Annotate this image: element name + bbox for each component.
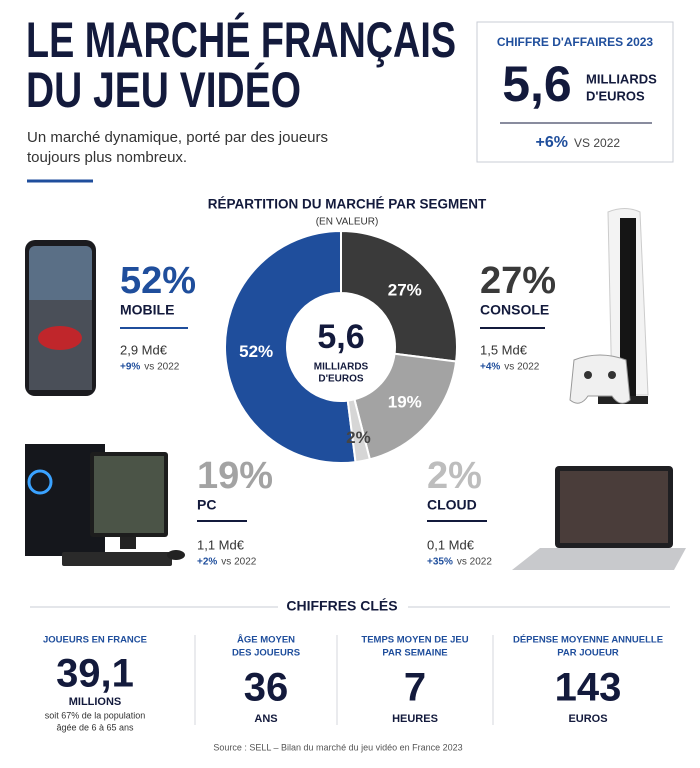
donut-slice: [346, 398, 372, 464]
kf-unit: EUROS: [568, 713, 607, 725]
chart-subtitle: (EN VALEUR): [316, 217, 379, 228]
kf-value: 143: [555, 666, 622, 710]
segment-comparison: vs 2022: [144, 362, 179, 373]
kf-label: DÉPENSE MOYENNE ANNUELLE: [513, 635, 663, 646]
revenue-box: [476, 21, 674, 163]
segment-share: 19%: [197, 455, 273, 497]
revenue-heading: CHIFFRE D'AFFAIRES 2023: [497, 35, 654, 49]
segment-revenue: 0,1 Md€: [427, 537, 475, 552]
segment-revenue: 1,1 Md€: [197, 537, 245, 552]
kf-value: 7: [404, 666, 426, 710]
segment-share: 27%: [480, 260, 556, 302]
pc-illustration: [25, 444, 185, 566]
segment-revenue: 1,5 Md€: [480, 342, 528, 357]
kf-label: TEMPS MOYEN DE JEU: [361, 635, 468, 646]
console-illustration: [569, 208, 649, 404]
segment-name: CLOUD: [427, 497, 477, 513]
segment-growth: +9%: [120, 362, 140, 373]
kf-unit: HEURES: [392, 713, 438, 725]
revenue-growth: +6%: [536, 134, 568, 151]
kf-label: PAR SEMAINE: [382, 648, 447, 659]
center-unit: D'EUROS: [318, 374, 363, 385]
segment-name: MOBILE: [120, 302, 174, 318]
kf-value: 36: [244, 666, 289, 710]
donut-slice: [353, 352, 458, 461]
revenue-unit: MILLIARDS: [586, 71, 657, 86]
donut-slice: [224, 229, 357, 464]
revenue-unit: D'EUROS: [586, 88, 645, 103]
kf-label: JOUEURS EN FRANCE: [43, 635, 147, 646]
section-title: CHIFFRES CLÉS: [286, 598, 397, 614]
kf-value: 39,1: [56, 652, 134, 696]
revenue-value: 5,6: [502, 56, 572, 112]
laptop-illustration: [512, 466, 686, 570]
title: DU JEU VIDÉO: [26, 62, 301, 118]
subtitle: toujours plus nombreux.: [27, 149, 187, 166]
kf-unit: ANS: [254, 713, 277, 725]
kf-label: ÂGE MOYEN: [237, 634, 295, 646]
center-unit: MILLIARDS: [314, 362, 369, 373]
center-value: 5,6: [317, 318, 364, 356]
segment-growth: +35%: [427, 557, 453, 568]
slice-label: 2%: [346, 428, 371, 447]
segment-growth: +2%: [197, 557, 217, 568]
segment-comparison: vs 2022: [221, 557, 256, 568]
donut-slice: [340, 229, 458, 363]
segment-name: CONSOLE: [480, 302, 549, 318]
kf-unit: MILLIONS: [69, 696, 122, 708]
chart-title: RÉPARTITION DU MARCHÉ PAR SEGMENT: [208, 197, 487, 212]
segment-share: 2%: [427, 455, 482, 497]
segment-comparison: vs 2022: [504, 362, 539, 373]
title: LE MARCHÉ FRANÇAIS: [26, 12, 456, 68]
source: Source : SELL – Bilan du marché du jeu v…: [213, 742, 462, 752]
segment-comparison: vs 2022: [457, 557, 492, 568]
slice-label: 27%: [388, 280, 422, 299]
slice-label: 19%: [388, 393, 422, 412]
phone-illustration: [25, 240, 96, 396]
subtitle: Un marché dynamique, porté par des joueu…: [27, 129, 328, 146]
segment-growth: +4%: [480, 362, 500, 373]
revenue-comparison: VS 2022: [574, 136, 620, 150]
slice-label: 52%: [239, 342, 273, 361]
segment-name: PC: [197, 497, 216, 513]
segment-share: 52%: [120, 260, 196, 302]
segment-revenue: 2,9 Md€: [120, 342, 168, 357]
kf-label: DES JOUEURS: [232, 648, 300, 659]
kf-note: soit 67% de la population: [45, 710, 146, 720]
kf-label: PAR JOUEUR: [557, 648, 619, 659]
kf-note: âgée de 6 à 65 ans: [56, 722, 134, 732]
